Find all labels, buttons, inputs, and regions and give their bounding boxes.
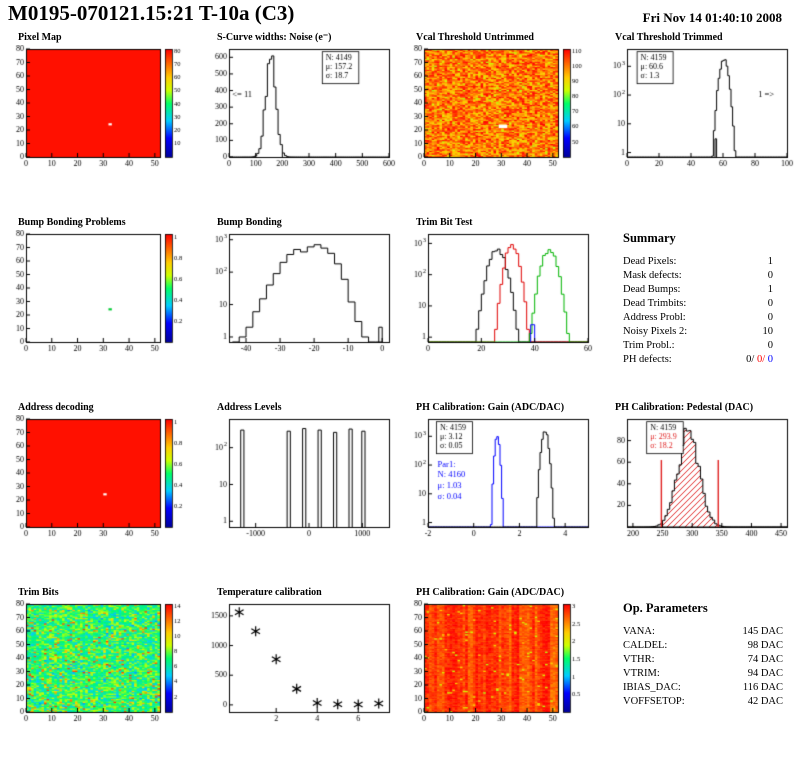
temperature-calibration-scatter — [201, 600, 397, 734]
op-label: VANA: — [623, 626, 655, 637]
op-label: IBIAS_DAC: — [623, 682, 681, 693]
ph-gain-histogram — [400, 415, 596, 549]
summary-value: 0 — [767, 270, 773, 281]
op-label: CALDEL: — [623, 640, 668, 651]
op-row: IBIAS_DAC: 116 DAC — [623, 681, 783, 695]
summary-row: Trim Probl.: 0 — [623, 339, 773, 353]
summary-label: Mask defects: — [623, 270, 682, 281]
summary-value: 0 — [767, 312, 773, 323]
chart-title: Pixel Map — [18, 32, 62, 43]
report-datetime: Fri Nov 14 01:40:10 2008 — [642, 10, 782, 25]
op-value: 74 DAC — [747, 654, 783, 665]
op-value: 94 DAC — [747, 668, 783, 679]
pad-ph-gain-map: PH Calibration: Gain (ADC/DAC) — [398, 585, 597, 770]
op-parameters-panel: Op. Parameters VANA: 145 DAC CALDEL: 98 DAC… — [597, 585, 796, 770]
summary-label: Dead Bumps: — [623, 284, 681, 295]
chart-title: PH Calibration: Gain (ADC/DAC) — [416, 402, 565, 413]
chart-title: S-Curve widths: Noise (e⁻) — [217, 32, 332, 43]
summary-label: PH defects: — [623, 354, 672, 365]
page-title: M0195-070121.15:21 T-10a (C3) — [8, 1, 295, 25]
summary-row: Mask defects: 0 — [623, 269, 773, 283]
scurve-noise-histogram — [201, 45, 397, 179]
chart-title: Bump Bonding — [217, 217, 282, 228]
summary-label: Dead Pixels: — [623, 256, 677, 267]
summary-value: 0 — [767, 298, 773, 309]
op-value: 42 DAC — [747, 696, 783, 707]
summary-value: 10 — [762, 326, 774, 337]
pad-bump-bonding-problems: Bump Bonding Problems — [0, 215, 199, 400]
address-decoding-heatmap — [2, 415, 198, 549]
pad-scurve-noise: S-Curve widths: Noise (e⁻) — [199, 30, 398, 215]
op-row: VTHR: 74 DAC — [623, 653, 783, 667]
chart-title: PH Calibration: Pedestal (DAC) — [615, 402, 754, 413]
pad-bump-bonding: Bump Bonding — [199, 215, 398, 400]
chart-title: PH Calibration: Gain (ADC/DAC) — [416, 587, 565, 598]
op-label: VTRIM: — [623, 668, 660, 679]
chart-title: Address Levels — [217, 402, 282, 413]
op-value: 116 DAC — [742, 682, 783, 693]
chart-title: Vcal Threshold Trimmed — [615, 32, 723, 43]
summary-value: 0 — [767, 340, 773, 351]
summary-panel: Summary Dead Pixels: 1 Mask defects: 0 Dead … — [597, 215, 796, 400]
summary-row: Noisy Pixels 2: 10 — [623, 325, 773, 339]
summary-label: Noisy Pixels 2: — [623, 326, 688, 337]
summary-row: PH defects: 0/ 0/ 0 — [623, 353, 773, 367]
pad-temperature-calibration: Temperature calibration — [199, 585, 398, 770]
plot-grid: Pixel Map S-Curve widths: Noise (e⁻) Vca… — [0, 30, 796, 770]
chart-title: Trim Bits — [18, 587, 59, 598]
summary-row: Dead Pixels: 1 — [623, 255, 773, 269]
chart-title: Vcal Threshold Untrimmed — [416, 32, 534, 43]
op-value: 98 DAC — [747, 640, 783, 651]
op-row: VANA: 145 DAC — [623, 625, 783, 639]
summary-label: Address Probl: — [623, 312, 686, 323]
summary-label: Dead Trimbits: — [623, 298, 687, 309]
ph-gain-heatmap — [400, 600, 596, 734]
pad-ph-gain-hist: PH Calibration: Gain (ADC/DAC) — [398, 400, 597, 585]
summary-label: Trim Probl.: — [623, 340, 675, 351]
summary-value: 0/ 0/ 0 — [746, 354, 773, 365]
pad-vcal-trimmed: Vcal Threshold Trimmed — [597, 30, 796, 215]
pad-vcal-untrimmed: Vcal Threshold Untrimmed — [398, 30, 597, 215]
pad-ph-pedestal: PH Calibration: Pedestal (DAC) — [597, 400, 796, 585]
chart-title: Trim Bit Test — [416, 217, 473, 228]
op-row: VOFFSETOP: 42 DAC — [623, 695, 783, 709]
trim-bits-heatmap — [2, 600, 198, 734]
pad-address-decoding: Address decoding — [0, 400, 199, 585]
address-levels-histogram — [201, 415, 397, 549]
op-parameters-title: Op. Parameters — [623, 601, 708, 615]
op-label: VTHR: — [623, 654, 655, 665]
op-row: VTRIM: 94 DAC — [623, 667, 783, 681]
bump-bonding-histogram — [201, 230, 397, 364]
chart-title: Temperature calibration — [217, 587, 322, 598]
op-parameters-rows: VANA: 145 DAC CALDEL: 98 DAC VTHR: 74 DAC VTRI… — [623, 625, 796, 709]
vcal-trimmed-histogram — [599, 45, 795, 179]
pad-trim-bits: Trim Bits — [0, 585, 199, 770]
pad-pixel-map: Pixel Map — [0, 30, 199, 215]
chart-title: Bump Bonding Problems — [18, 217, 126, 228]
summary-rows: Dead Pixels: 1 Mask defects: 0 Dead Bumps: 1 D… — [623, 255, 796, 367]
summary-value: 1 — [767, 256, 773, 267]
trim-bit-test-histogram — [400, 230, 596, 364]
vcal-untrimmed-heatmap — [400, 45, 596, 179]
pixel-map-heatmap — [2, 45, 198, 179]
chart-title: Address decoding — [18, 402, 94, 413]
op-row: CALDEL: 98 DAC — [623, 639, 783, 653]
op-label: VOFFSETOP: — [623, 696, 685, 707]
summary-title: Summary — [623, 231, 676, 245]
summary-row: Address Probl: 0 — [623, 311, 773, 325]
summary-value: 1 — [767, 284, 773, 295]
pad-address-levels: Address Levels — [199, 400, 398, 585]
op-value: 145 DAC — [742, 626, 783, 637]
summary-row: Dead Trimbits: 0 — [623, 297, 773, 311]
pad-trim-bit-test: Trim Bit Test — [398, 215, 597, 400]
bump-bonding-problems-heatmap — [2, 230, 198, 364]
summary-row: Dead Bumps: 1 — [623, 283, 773, 297]
ph-pedestal-histogram — [599, 415, 795, 549]
